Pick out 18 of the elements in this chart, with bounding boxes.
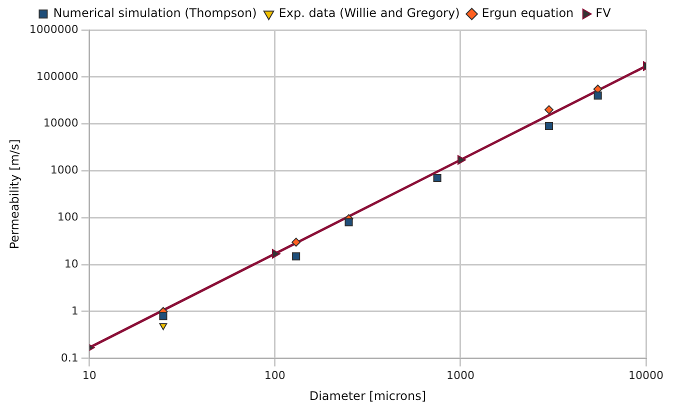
y-tick-label: 0.1 xyxy=(60,351,78,364)
y-tick-label: 10 xyxy=(64,257,78,270)
legend-label: Numerical simulation (Thompson) xyxy=(53,6,257,20)
y-tick-label: 1000 xyxy=(50,164,78,177)
x-tick-label: 1000 xyxy=(446,368,474,382)
x-axis-title: Diameter [microns] xyxy=(309,388,426,403)
y-tick-label: 100000 xyxy=(36,70,78,83)
x-tick-label: 10000 xyxy=(628,368,664,382)
y-tick-label: 1000000 xyxy=(29,22,78,36)
legend-label: Ergun equation xyxy=(482,6,574,20)
y-axis-title: Permeability [m/s] xyxy=(7,139,22,250)
legend-label: Exp. data (Willie and Gregory) xyxy=(278,6,460,20)
x-tick-label: 100 xyxy=(264,368,286,382)
y-tick-label: 100 xyxy=(57,210,78,224)
y-tick-label: 1 xyxy=(71,304,78,318)
legend-label: FV xyxy=(596,6,612,20)
x-tick-label: 10 xyxy=(82,368,96,382)
y-tick-label: 10000 xyxy=(43,116,78,130)
